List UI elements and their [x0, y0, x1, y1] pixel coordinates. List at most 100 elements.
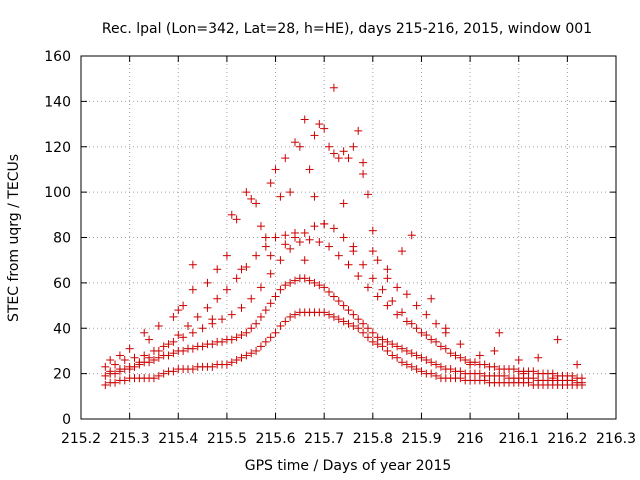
data-point [300, 274, 309, 283]
y-tick-label: 120 [44, 140, 71, 156]
data-point [368, 337, 377, 346]
data-point [213, 265, 222, 274]
data-point [149, 374, 158, 383]
data-point [237, 331, 246, 340]
data-point [373, 340, 382, 349]
data-point [140, 328, 149, 337]
data-point [500, 371, 509, 380]
data-point [422, 310, 431, 319]
data-point [291, 138, 299, 147]
data-point [252, 346, 261, 355]
data-point [573, 374, 582, 383]
data-point [222, 285, 231, 294]
data-point [329, 224, 338, 233]
data-point [261, 233, 270, 242]
data-point [276, 192, 285, 201]
data-point [402, 360, 411, 369]
data-point [339, 199, 348, 208]
data-point [417, 367, 426, 376]
data-point [315, 238, 324, 247]
data-point [179, 301, 188, 310]
data-point [368, 274, 377, 283]
data-point [232, 215, 241, 224]
data-point [344, 260, 353, 269]
data-point [427, 358, 436, 367]
data-point [295, 142, 304, 151]
data-point [344, 306, 353, 315]
data-point [329, 312, 338, 321]
data-point [111, 369, 120, 378]
data-point [388, 351, 397, 360]
data-point [266, 251, 275, 260]
data-point [169, 367, 178, 376]
data-point [553, 371, 562, 380]
data-point [256, 283, 265, 292]
data-point [446, 365, 455, 374]
data-point [441, 324, 450, 333]
data-point [529, 374, 538, 383]
data-point [188, 260, 197, 269]
data-point [286, 188, 295, 197]
data-point [320, 219, 329, 228]
data-point [266, 269, 275, 278]
data-point [402, 317, 411, 326]
data-point [495, 365, 504, 374]
data-point [359, 158, 368, 167]
data-point [339, 301, 348, 310]
data-point [237, 303, 246, 312]
data-point [208, 315, 217, 324]
grid-lines [81, 56, 616, 419]
data-point [373, 333, 382, 342]
data-point [417, 353, 426, 362]
data-point [286, 244, 295, 253]
data-point [363, 333, 372, 342]
data-point [286, 312, 295, 321]
data-point [106, 367, 115, 376]
data-point [266, 179, 275, 188]
data-point [247, 294, 256, 303]
data-point [325, 242, 334, 251]
data-point [398, 308, 406, 317]
data-point [432, 371, 441, 380]
data-point [349, 321, 358, 330]
data-point [149, 356, 158, 365]
data-point [247, 324, 256, 333]
data-point [344, 319, 353, 328]
data-point [451, 351, 460, 360]
data-point [441, 344, 450, 353]
data-point [393, 283, 402, 292]
data-point [203, 303, 212, 312]
y-tick-label: 80 [53, 231, 71, 247]
data-point [456, 353, 465, 362]
data-point [179, 346, 188, 355]
data-point [514, 367, 523, 376]
data-point [334, 315, 343, 324]
data-point [188, 365, 197, 374]
data-point [271, 233, 280, 242]
data-point [573, 360, 582, 369]
data-point [505, 365, 513, 374]
data-point [378, 342, 387, 351]
data-point [125, 344, 134, 353]
data-point [106, 356, 115, 365]
data-point [407, 319, 416, 328]
data-point [227, 210, 236, 219]
data-point [174, 331, 183, 340]
data-point [111, 360, 120, 369]
data-point [339, 317, 348, 326]
data-point [402, 290, 411, 299]
data-point [378, 335, 387, 344]
data-point [325, 287, 334, 296]
data-point [252, 319, 261, 328]
data-point [276, 321, 285, 330]
data-point [125, 362, 134, 371]
data-point [184, 321, 192, 330]
data-point [174, 306, 183, 315]
data-point [359, 169, 368, 178]
data-point [475, 369, 484, 378]
data-point [490, 346, 499, 355]
x-tick-label: 215.3 [110, 431, 150, 447]
data-point [188, 344, 197, 353]
data-point [164, 351, 173, 360]
